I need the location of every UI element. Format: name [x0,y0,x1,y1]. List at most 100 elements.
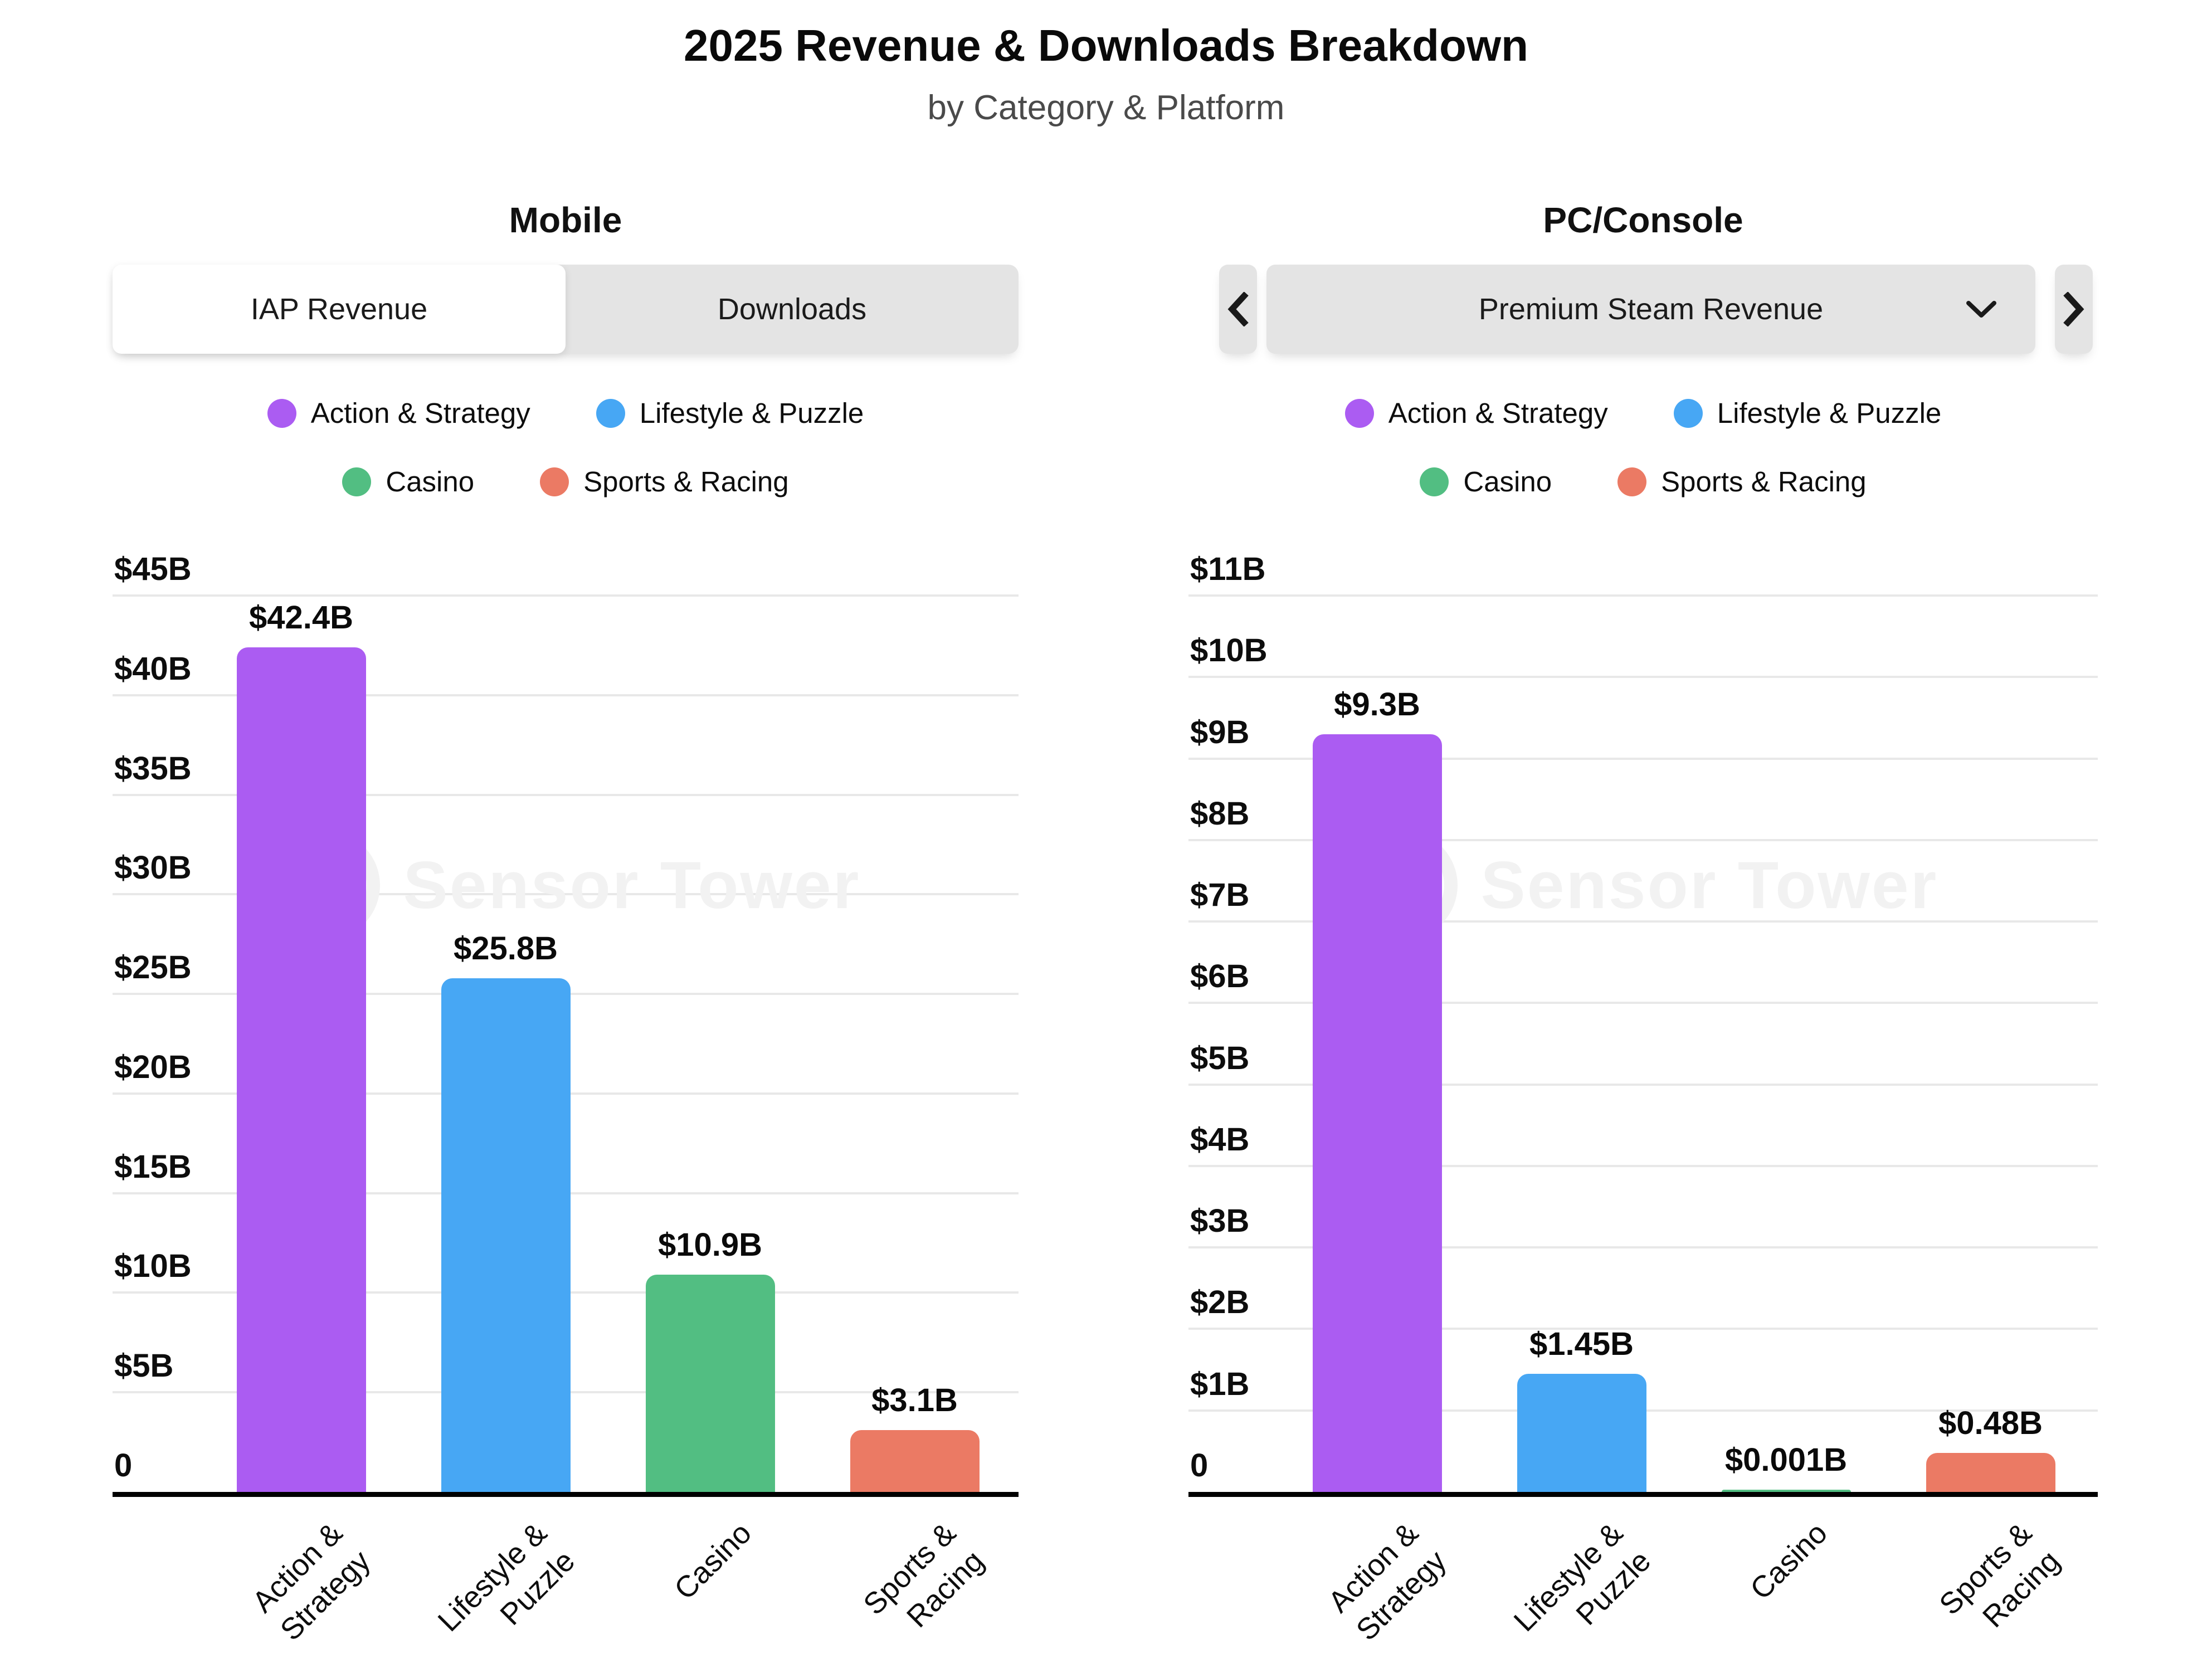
legend-label: Casino [1463,466,1552,497]
x-category-label: Lifestyle & Puzzle [431,1516,582,1638]
next-metric-button[interactable] [2055,265,2093,354]
bar-value-label: $9.3B [1334,686,1420,723]
y-tick-label: $35B [114,750,192,787]
bar-value-label: $3.1B [871,1382,958,1419]
legend-item: Lifestyle & Puzzle [596,397,864,430]
legend-dot-icon [1420,467,1449,496]
bar-slot: $25.8B Lifestyle & Puzzle [403,596,608,1638]
bar-lifestyle-puzzle [1517,1373,1646,1492]
legend-item: Sports & Racing [540,465,789,498]
bar-sports-racing [850,1430,980,1492]
legend-label: Casino [386,466,475,497]
bar-sports-racing [1926,1452,2055,1492]
legend-row: Action & Strategy Lifestyle & Puzzle [1344,397,1942,430]
chart-title-mobile: Mobile [509,200,622,240]
x-category-label: Lifestyle & Puzzle [1507,1516,1658,1638]
plot-pc-console: Sensor Tower $1B $2B $3B $4B $5B $6B $7B $8B $9B… [1188,551,2098,1647]
y-tick-label: $25B [114,949,192,986]
y-tick-label: $2B [1190,1284,1250,1321]
tab-iap-revenue-label: IAP Revenue [250,292,428,326]
y-tick-label: $10B [1190,632,1268,669]
chart-panel-mobile: Mobile IAP Revenue Downloads Action & St… [113,0,1019,1678]
chevron-down-icon [1966,301,1996,318]
bar-slot: $1.45B Lifestyle & Puzzle [1479,596,1684,1638]
prev-metric-button[interactable] [1219,265,1257,354]
legend-item: Action & Strategy [1344,397,1608,430]
y-tick-label-zero: 0 [114,1447,133,1484]
legend-dot-icon [342,467,372,496]
legend-label: Lifestyle & Puzzle [639,397,864,429]
gridline [113,594,1019,597]
bar-value-label: $42.4B [249,599,354,636]
bar-value-label: $0.48B [1938,1404,2043,1441]
x-category-label: Casino [668,1516,758,1606]
legend-label: Sports & Racing [583,466,789,497]
pc-controls: Premium Steam Revenue [1188,265,2098,354]
legend-item: Casino [1420,465,1552,498]
tab-downloads[interactable]: Downloads [566,265,1019,354]
legend-row: Casino Sports & Racing [342,465,789,498]
legend-dot-icon [540,467,569,496]
legend-label: Action & Strategy [1388,397,1608,429]
legend-mobile: Action & Strategy Lifestyle & Puzzle Casin… [113,397,1019,498]
legend-dot-icon [267,398,296,428]
chart-title-pc-console: PC/Console [1543,200,1743,240]
legend-item: Lifestyle & Puzzle [1673,397,1942,430]
bar-lifestyle-puzzle [441,978,571,1492]
y-tick-label: $8B [1190,795,1250,832]
y-tick-label: $20B [114,1048,192,1085]
gridline [1188,1083,2098,1086]
gridline [1188,1328,2098,1330]
bar-slot: $0.48B Sports & Racing [1888,596,2093,1634]
bar-casino [645,1275,775,1492]
page-title: 2025 Revenue & Downloads Breakdown [683,21,1528,70]
gridline [113,893,1019,896]
x-category-label: Casino [1744,1516,1834,1606]
legend-label: Lifestyle & Puzzle [1717,397,1942,429]
gridline [1188,920,2098,923]
chart-panel-pc-console: PC/Console Premium Steam Revenue Action … [1188,0,2098,1678]
gridline [113,793,1019,796]
bar-action-strategy [1312,734,1442,1492]
bar-slot: $0.001B Casino [1684,596,1888,1606]
y-tick-label-zero: 0 [1190,1447,1209,1484]
gridline [1188,757,2098,760]
chevron-right-icon [2063,292,2084,326]
gridline [1188,838,2098,841]
legend-item: Casino [342,465,474,498]
bar-value-label: $10.9B [657,1227,763,1264]
mobile-controls: IAP Revenue Downloads [113,265,1019,354]
y-tick-label: $5B [1190,1040,1250,1076]
y-tick-label: $11B [1190,551,1266,587]
x-category-label: Sports & Racing [857,1516,991,1635]
bar-slot: $42.4B Action & Strategy [199,596,403,1647]
y-tick-label: $1B [1190,1365,1250,1402]
gridline [1188,1164,2098,1167]
bar-value-label: $0.001B [1724,1442,1848,1478]
y-tick-label: $30B [114,850,192,886]
chevron-left-icon [1227,292,1249,326]
gridline [1188,676,2098,679]
page-subtitle: by Category & Platform [927,89,1285,127]
legend-dot-icon [1673,398,1703,428]
tab-iap-revenue[interactable]: IAP Revenue [113,265,566,354]
plot-mobile: Sensor Tower $5B $10B $15B $20B $25B $30B $35B… [113,551,1019,1647]
legend-item: Sports & Racing [1617,465,1867,498]
y-tick-label: $15B [114,1148,192,1185]
legend-row: Action & Strategy Lifestyle & Puzzle [267,397,864,430]
metric-select[interactable]: Premium Steam Revenue [1266,265,2035,354]
gridline [1188,594,2098,597]
legend-item: Action & Strategy [267,397,530,430]
legend-label: Action & Strategy [310,397,530,429]
legend-pc-console: Action & Strategy Lifestyle & Puzzle Casin… [1188,397,2098,498]
bar-slot: $10.9B Casino [608,596,812,1606]
x-category-label: Action & Strategy [1322,1516,1453,1647]
gridline [1188,1002,2098,1004]
y-tick-label: $10B [114,1248,192,1285]
x-category-label: Sports & Racing [1933,1516,2067,1635]
metric-tab-group: IAP Revenue Downloads [113,265,1019,354]
gridline [1188,1246,2098,1249]
selected-metric-label: Premium Steam Revenue [1478,292,1824,326]
legend-dot-icon [596,398,625,428]
